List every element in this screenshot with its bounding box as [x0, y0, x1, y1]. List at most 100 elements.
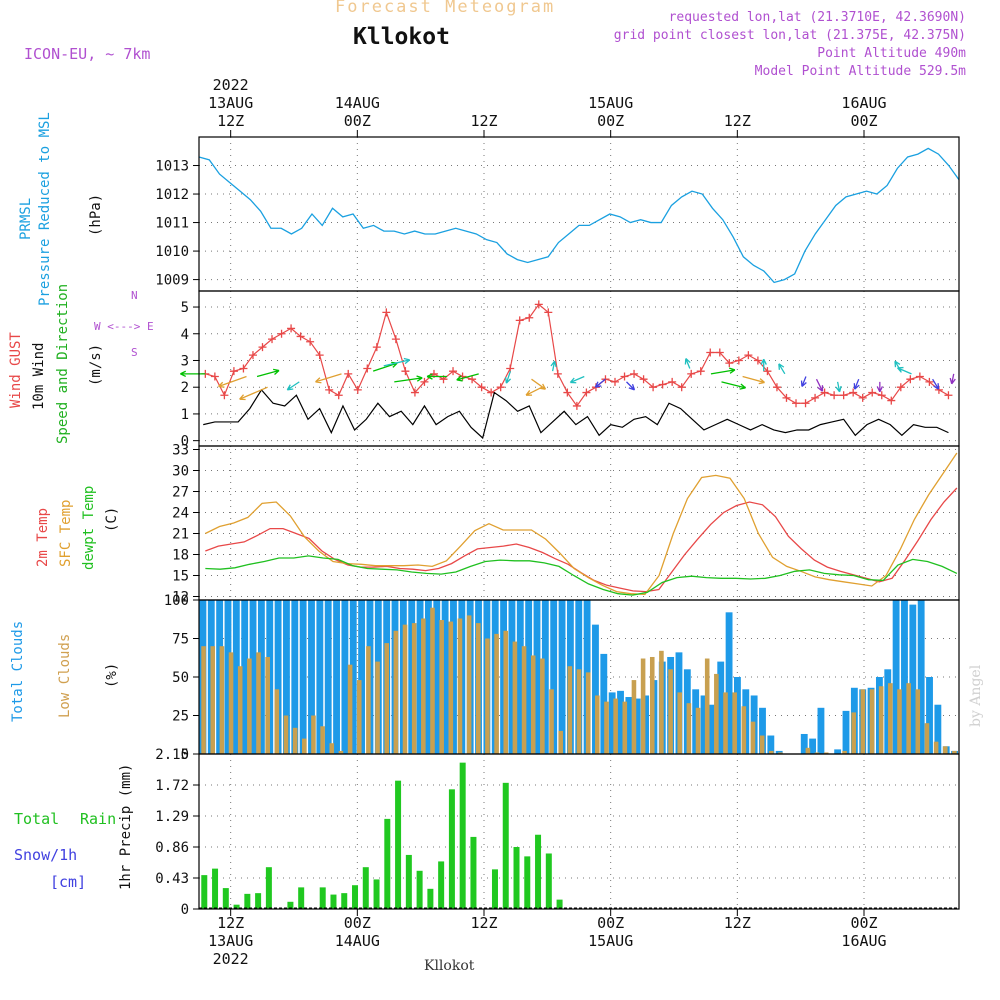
- y-tick-label: 2.15: [155, 747, 189, 763]
- low-cloud-bar: [888, 683, 893, 754]
- low-cloud-bar: [457, 618, 463, 754]
- pressure-series-line: [198, 147, 960, 284]
- model-label: ICON-EU, ~ 7km: [24, 45, 151, 63]
- gust-marker: [449, 367, 458, 376]
- total-cloud-bar: [901, 600, 908, 754]
- total-cloud-bar: [324, 600, 332, 754]
- low-cloud-bar: [530, 655, 536, 754]
- total-cloud-bar: [241, 600, 249, 754]
- precip-bar: [438, 861, 445, 909]
- total-cloud-bar: [558, 600, 566, 754]
- wind-label: 10m Wind: [31, 342, 47, 410]
- precip-bar: [416, 870, 423, 909]
- gust-label: Wind GUST: [8, 332, 24, 408]
- low-cloud-bar: [247, 658, 252, 754]
- total-cloud-bar: [734, 677, 741, 754]
- precip-bar: [330, 894, 337, 909]
- low-cloud-bar: [677, 692, 683, 754]
- wind-direction-label: Speed and Direction: [55, 283, 71, 444]
- gust-marker: [668, 377, 677, 386]
- gust-marker: [258, 343, 267, 352]
- top-axis-date: 15AUG: [588, 94, 634, 112]
- gust-marker: [287, 324, 296, 333]
- low-cloud-bar: [320, 726, 325, 754]
- total-cloud-bar: [308, 600, 315, 754]
- low-cloud-bar: [338, 750, 344, 754]
- precip-bar: [470, 836, 477, 909]
- total-cloud-bar: [717, 661, 725, 754]
- gust-marker: [782, 393, 791, 402]
- precip-bar: [384, 818, 391, 909]
- total-cloud-bar: [800, 733, 808, 754]
- wind-arrow: [684, 358, 691, 369]
- total-cloud-bar: [283, 600, 290, 754]
- low-cloud-bar: [814, 752, 820, 754]
- low-cloud-bar: [292, 727, 298, 754]
- top-axis-year: 2022: [212, 76, 249, 94]
- total-cloud-bar: [274, 600, 282, 754]
- low-cloud-bar: [805, 747, 811, 754]
- total-cloud-bar: [926, 677, 933, 754]
- y-tick-label: 1: [181, 407, 189, 423]
- low-cloud-bar: [595, 695, 600, 754]
- chart-title: Kllokot: [353, 24, 450, 50]
- low-cloud-bar: [649, 656, 655, 754]
- low-cloud-bar: [723, 692, 728, 754]
- y-tick-label: 21: [172, 527, 189, 543]
- total-cloud-bar: [249, 600, 257, 754]
- gust-marker: [610, 377, 619, 386]
- panel-frame: [198, 753, 960, 910]
- total-cloud-bar: [416, 600, 424, 754]
- pressure-label-2: Pressure Reduced to MSL: [37, 112, 53, 306]
- gust-marker: [229, 367, 238, 376]
- low-cloud-bar: [393, 630, 399, 754]
- wind-arrow: [626, 381, 636, 391]
- precip-bar: [373, 879, 380, 909]
- low-cloud-bar: [924, 723, 930, 754]
- gust-marker: [915, 372, 924, 381]
- precip-bar: [265, 867, 272, 909]
- gust-marker: [906, 375, 915, 384]
- total-cloud-bar: [516, 600, 524, 754]
- gridpoint-coordinates: grid point closest lon,lat (21.375E, 42.…: [613, 28, 966, 43]
- low-cloud-bar: [521, 646, 527, 754]
- precip-bar: [524, 856, 531, 909]
- low-cloud-bar: [604, 701, 609, 754]
- total-cloud-bar: [809, 738, 817, 754]
- top-axis-hour: 12Z: [217, 112, 245, 130]
- low-cloud-bar: [769, 750, 774, 754]
- low-cloud-bar: [448, 621, 454, 754]
- low-cloud-bar: [302, 738, 307, 754]
- wind-unit: (m/s): [88, 343, 104, 386]
- low-cloud-bar: [549, 689, 554, 754]
- low-cloud-bar: [732, 692, 737, 754]
- total-cloud-bar: [299, 600, 307, 754]
- precip-bar: [255, 893, 262, 909]
- y-tick-label: 100: [164, 593, 189, 609]
- gust-marker: [877, 391, 886, 400]
- gust-marker: [715, 348, 724, 357]
- rain-label: Rain: [80, 810, 117, 828]
- low-cloud-bar: [265, 656, 270, 754]
- gust-marker: [496, 383, 505, 392]
- low-cloud-bar: [219, 646, 225, 754]
- y-tick-label: 1011: [155, 216, 189, 232]
- gust-marker: [582, 388, 591, 397]
- gust-marker: [248, 351, 257, 360]
- gust-marker: [534, 300, 543, 309]
- low-cloud-bar: [485, 638, 490, 754]
- total-cloud-bar: [349, 600, 357, 754]
- low-cloud-bar: [283, 715, 289, 754]
- wind-arrow: [721, 381, 746, 390]
- total-cloud-bar: [450, 600, 457, 754]
- low-cloud-bar: [411, 623, 417, 754]
- wind-arrow: [256, 368, 280, 378]
- sfc-temp-series-line: [205, 452, 958, 596]
- y-tick-label: 30: [172, 464, 189, 480]
- gust-marker: [477, 383, 486, 392]
- wind-speed-series-line: [203, 388, 949, 440]
- low-cloud-bar: [778, 752, 783, 754]
- wind-arrow: [835, 381, 842, 393]
- bottom-axis-date: 16AUG: [841, 932, 887, 950]
